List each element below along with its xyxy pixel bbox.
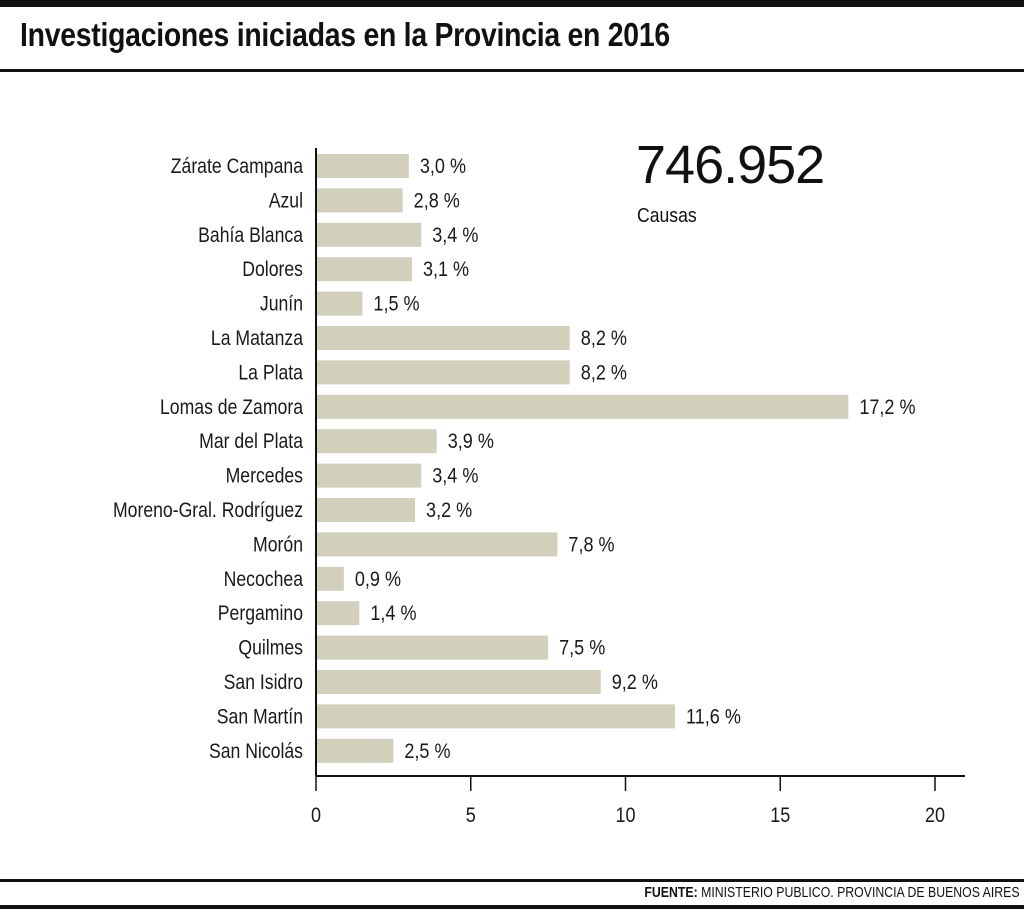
x-tick-label: 10 xyxy=(615,804,635,828)
title-rule xyxy=(0,69,1024,72)
value-label: 3,4 % xyxy=(432,224,478,248)
bar xyxy=(316,291,363,316)
category-label: Pergamino xyxy=(218,602,303,626)
bar xyxy=(316,498,416,522)
source-prefix: FUENTE: xyxy=(644,884,699,901)
category-label: Bahía Blanca xyxy=(198,223,303,247)
bar xyxy=(316,738,394,763)
x-tick-label: 20 xyxy=(925,804,945,828)
value-label: 3,0 % xyxy=(420,155,466,179)
category-label: Mercedes xyxy=(226,464,303,488)
category-label: San Isidro xyxy=(224,671,303,695)
bar xyxy=(316,670,601,694)
bar xyxy=(316,704,676,729)
x-tick-label: 0 xyxy=(311,804,321,828)
category-label: Necochea xyxy=(224,567,304,591)
bar xyxy=(316,463,422,488)
bar xyxy=(316,222,422,247)
category-label: Zárate Campana xyxy=(171,155,303,179)
category-label: Azul xyxy=(269,189,303,213)
bar xyxy=(316,257,412,282)
value-label: 0,9 % xyxy=(355,568,401,592)
bar xyxy=(316,635,549,660)
x-tick-label: 15 xyxy=(770,804,790,828)
x-tick-label: 5 xyxy=(466,804,476,828)
category-label: Morón xyxy=(253,533,303,557)
bar xyxy=(316,429,437,454)
category-labels: Zárate Campana Azul Bahía Blanca Dolores Jun… xyxy=(113,155,303,764)
bars-layer xyxy=(316,154,849,763)
category-label: La Matanza xyxy=(211,327,303,351)
category-label: Quilmes xyxy=(238,636,303,660)
total-cases-value: 746.952 xyxy=(636,135,825,195)
bar-chart: Zárate Campana Azul Bahía Blanca Dolores Jun… xyxy=(113,148,965,827)
value-label: 2,5 % xyxy=(404,740,450,764)
value-label: 7,8 % xyxy=(568,533,614,557)
bar xyxy=(316,601,360,626)
bar xyxy=(316,566,344,591)
bar xyxy=(316,326,570,350)
category-label: San Martín xyxy=(217,705,303,729)
category-label: Moreno-Gral. Rodríguez xyxy=(113,499,303,523)
value-label: 3,2 % xyxy=(426,499,472,523)
value-label: 1,5 % xyxy=(373,292,419,316)
value-label: 9,2 % xyxy=(612,671,658,695)
value-label: 2,8 % xyxy=(414,189,460,213)
value-label: 3,1 % xyxy=(423,258,469,282)
value-label: 8,2 % xyxy=(581,361,627,385)
value-label: 11,6 % xyxy=(686,705,741,729)
category-label: Mar del Plata xyxy=(199,430,303,454)
source-credit: FUENTE: MINISTERIO PUBLICO. PROVINCIA DE… xyxy=(645,884,1020,901)
category-label: Lomas de Zamora xyxy=(160,395,303,419)
bar xyxy=(316,188,403,213)
category-label: Dolores xyxy=(242,258,303,282)
source-text: MINISTERIO PUBLICO. PROVINCIA DE BUENOS … xyxy=(701,884,1020,901)
x-axis: 0 5 10 15 20 xyxy=(311,148,965,827)
value-labels: 3,0 % 2,8 % 3,4 % 3,1 %1,5 % 8,2 % 8,2 % 17,2 … xyxy=(355,155,916,763)
category-label: La Plata xyxy=(238,361,303,385)
bar xyxy=(316,394,849,419)
page-title: Investigaciones iniciadas en la Provinci… xyxy=(20,16,670,53)
value-label: 17,2 % xyxy=(859,396,915,420)
bottom-base-rule xyxy=(0,905,1024,909)
value-label: 7,5 % xyxy=(559,636,605,660)
category-label: San Nicolás xyxy=(209,739,303,763)
top-rule xyxy=(0,0,1024,7)
total-cases-label: Causas xyxy=(637,205,697,227)
category-label: Junín xyxy=(260,292,303,316)
bar xyxy=(316,532,558,557)
value-label: 8,2 % xyxy=(581,327,627,351)
value-label: 3,4 % xyxy=(432,464,478,488)
bar xyxy=(316,360,570,385)
value-label: 3,9 % xyxy=(448,430,494,454)
bar xyxy=(316,154,409,178)
value-label: 1,4 % xyxy=(370,602,416,626)
bottom-rule xyxy=(0,879,1024,882)
